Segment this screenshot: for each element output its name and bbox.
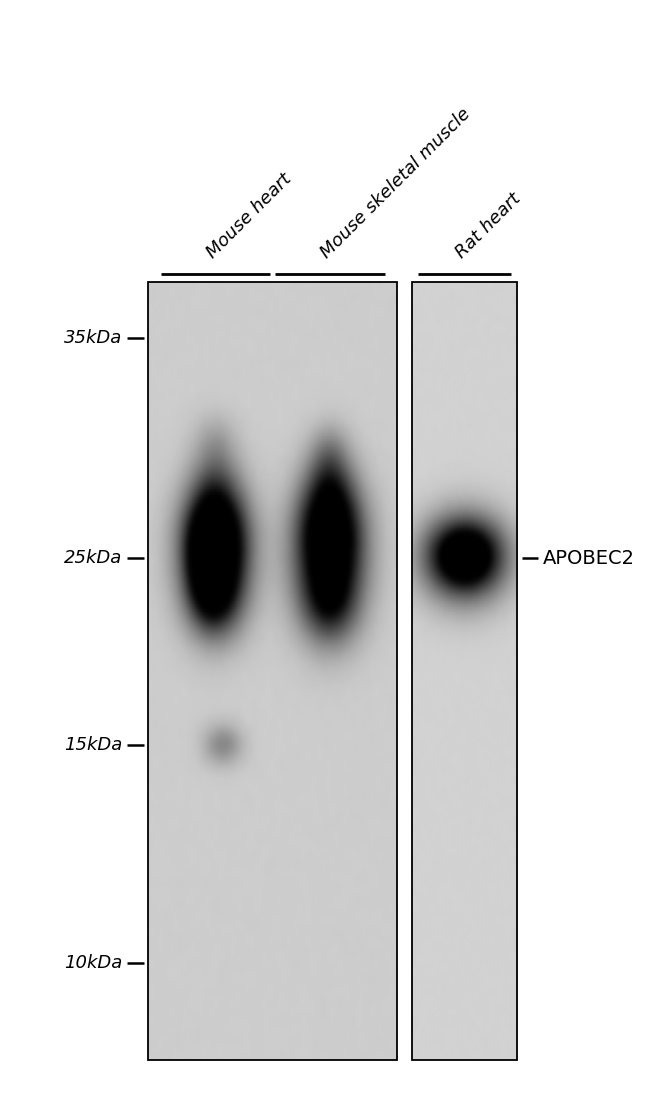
Text: 25kDa: 25kDa: [64, 550, 123, 567]
Bar: [411, 282, 517, 1061]
Text: 35kDa: 35kDa: [64, 329, 123, 347]
Text: Rat heart: Rat heart: [452, 190, 524, 262]
Text: 15kDa: 15kDa: [64, 736, 123, 754]
Text: APOBEC2: APOBEC2: [543, 548, 635, 568]
Text: Mouse skeletal muscle: Mouse skeletal muscle: [317, 104, 474, 262]
Text: 10kDa: 10kDa: [64, 954, 123, 972]
Text: Mouse heart: Mouse heart: [203, 170, 295, 262]
Bar: [148, 282, 397, 1061]
